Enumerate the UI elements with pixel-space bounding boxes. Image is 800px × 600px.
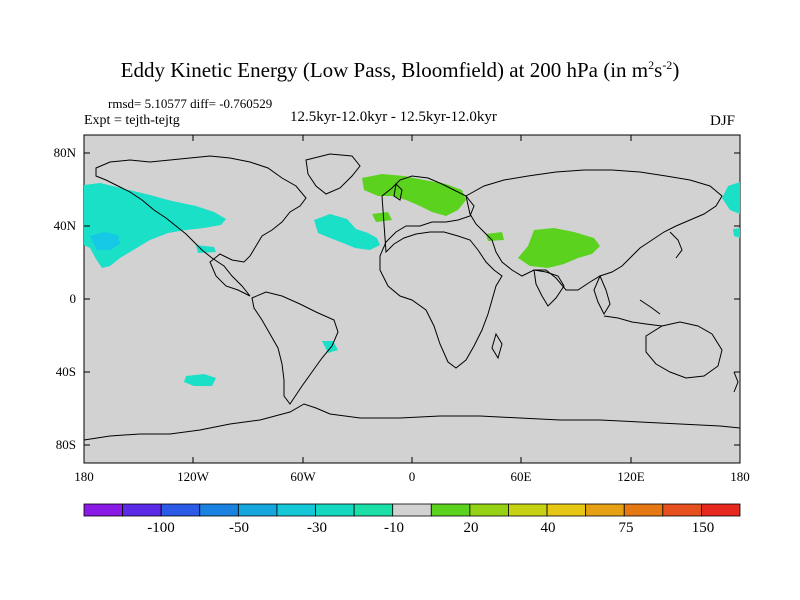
- map-title: Eddy Kinetic Energy (Low Pass, Bloomfiel…: [120, 58, 680, 82]
- colorbar-swatch: [585, 503, 625, 517]
- colorbar-swatch: [237, 503, 278, 517]
- season-label: DJF: [710, 113, 736, 129]
- colorbar-swatch: [662, 503, 702, 517]
- colorbar-swatch: [701, 503, 741, 517]
- patch-north-atlantic: [314, 214, 380, 250]
- patch-south-pacific: [184, 374, 216, 386]
- colorbar-label: 150: [691, 520, 715, 536]
- colorbar-swatch: [83, 503, 123, 517]
- colorbar-label: 20: [463, 520, 479, 536]
- patch-north-pacific: [84, 183, 226, 268]
- patch-dateline-small: [733, 228, 740, 238]
- patch-south-atlantic: [322, 341, 338, 353]
- coastlines: [83, 153, 741, 441]
- patch-pacific-core: [90, 232, 120, 250]
- colorbar: [83, 503, 741, 517]
- colorbar-swatch: [199, 503, 239, 517]
- colorbar-swatch: [392, 503, 432, 517]
- colorbar-swatch: [276, 503, 316, 517]
- patch-central-asia: [518, 228, 600, 268]
- colorbar-swatch: [508, 503, 548, 517]
- lat-label-80s: 80S: [55, 437, 76, 452]
- colorbar-swatch: [469, 503, 509, 517]
- lat-label-80n: 80N: [53, 145, 76, 160]
- axis-ticks: [84, 135, 740, 463]
- period-label: 12.5kyr-12.0kyr - 12.5kyr-12.0kyr: [290, 109, 497, 125]
- colorbar-swatch: [122, 503, 162, 517]
- colorbar-swatch: [353, 503, 394, 517]
- patch-dateline-east: [722, 182, 740, 214]
- lon-label-180w: 180: [74, 469, 94, 484]
- patch-europe-small: [372, 212, 392, 222]
- experiment-label: Expt = tejth-tejtg: [84, 113, 180, 128]
- colorbar-label: -10: [384, 520, 404, 536]
- lon-label-120w: 120W: [177, 469, 209, 484]
- colorbar-label: -100: [147, 520, 175, 536]
- lon-label-180e: 180: [730, 469, 750, 484]
- anomaly-patches: [84, 174, 740, 386]
- lon-label-0: 0: [408, 469, 416, 484]
- lon-label-120e: 120E: [617, 469, 645, 484]
- lat-label-0: 0: [69, 291, 77, 306]
- colorbar-label: 75: [618, 520, 634, 536]
- colorbar-swatch: [546, 503, 587, 517]
- lon-label-60w: 60W: [290, 469, 316, 484]
- lat-label-40s: 40S: [55, 364, 76, 379]
- colorbar-label: -50: [229, 520, 249, 536]
- lon-label-60e: 60E: [510, 469, 532, 484]
- colorbar-swatch: [430, 503, 471, 517]
- stats-text: rmsd= 5.10577 diff= -0.760529: [108, 96, 273, 111]
- colorbar-swatch: [623, 503, 664, 517]
- patch-europe: [362, 174, 466, 216]
- patch-gulf-coast: [196, 245, 216, 253]
- colorbar-label: -30: [307, 520, 327, 536]
- colorbar-swatch: [315, 503, 355, 517]
- colorbar-label: 40: [540, 520, 556, 536]
- patch-pacific-small: [118, 226, 142, 238]
- colorbar-swatch: [160, 503, 201, 517]
- lat-label-40n: 40N: [53, 218, 76, 233]
